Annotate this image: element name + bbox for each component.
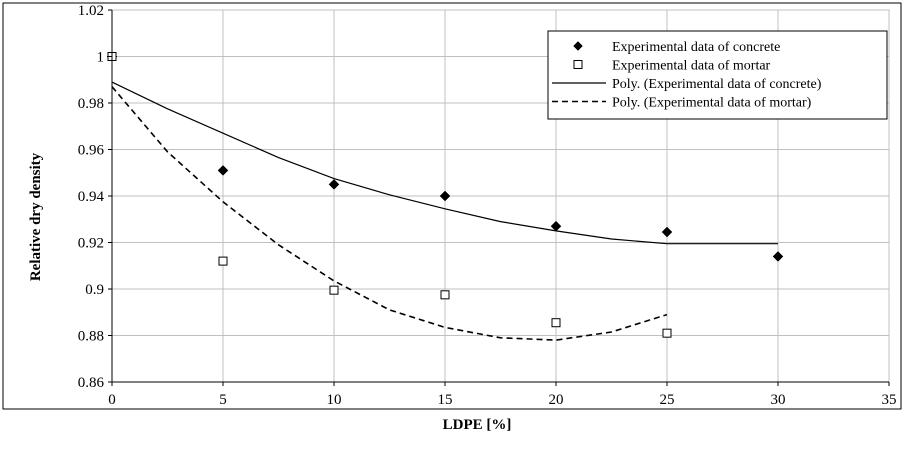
legend-box bbox=[547, 30, 888, 120]
x-tick-label: 15 bbox=[438, 392, 453, 408]
legend-label: Poly. (Experimental data of concrete) bbox=[612, 77, 822, 92]
concrete-point bbox=[772, 251, 784, 262]
x-tick-label: 20 bbox=[549, 392, 564, 408]
legend-label: Experimental data of concrete bbox=[612, 40, 780, 55]
concrete-point bbox=[550, 220, 562, 232]
x-tick-label: 25 bbox=[660, 392, 675, 408]
mortar-point bbox=[551, 318, 561, 328]
concrete-point bbox=[661, 226, 673, 238]
legend-item-mortar-trend: Poly. (Experimental data of mortar) bbox=[552, 96, 812, 111]
y-tick-label: 0.88 bbox=[78, 329, 104, 345]
legend-label: Experimental data of mortar bbox=[612, 59, 771, 74]
concrete-point bbox=[439, 190, 451, 202]
y-tick-label: 0.94 bbox=[78, 189, 105, 205]
y-tick-label: 1.02 bbox=[78, 3, 104, 19]
mortar-point bbox=[662, 328, 672, 338]
legend-item-concrete-trend: Poly. (Experimental data of concrete) bbox=[552, 77, 822, 92]
y-tick-label: 0.96 bbox=[78, 143, 105, 159]
x-axis-title: LDPE [%] bbox=[443, 417, 512, 433]
y-tick-label: 0.98 bbox=[78, 96, 104, 112]
y-tick-label: 1 bbox=[97, 50, 105, 66]
legend-label: Poly. (Experimental data of mortar) bbox=[612, 96, 812, 111]
concrete-point bbox=[217, 165, 229, 176]
mortar-point bbox=[440, 290, 450, 300]
legend-symbol bbox=[573, 41, 583, 51]
axes: 0 5 10 15 20 25 30 35 0.86 0.88 0.9 0.92 0.94 0.96 0.9… bbox=[78, 3, 897, 408]
x-tick-label: 10 bbox=[327, 392, 342, 408]
y-tick-label: 0.9 bbox=[85, 282, 104, 298]
legend-item-concrete: Experimental data of concrete bbox=[573, 40, 780, 55]
x-tick-label: 5 bbox=[219, 392, 227, 408]
concrete-point bbox=[328, 179, 340, 190]
y-axis-title: Relative dry density bbox=[28, 152, 44, 281]
x-tick-label: 30 bbox=[771, 392, 786, 408]
mortar-point bbox=[218, 256, 228, 266]
trendline-concrete bbox=[111, 81, 778, 245]
trendline-mortar bbox=[111, 86, 668, 341]
x-tick-label: 35 bbox=[882, 392, 897, 408]
legend-symbol bbox=[573, 60, 583, 69]
legend: Experimental data of concrete Experimenta… bbox=[547, 30, 888, 120]
mortar-point bbox=[329, 285, 339, 295]
y-tick-label: 0.92 bbox=[78, 236, 104, 252]
y-tick-label: 0.86 bbox=[78, 375, 105, 391]
plot-area bbox=[106, 51, 784, 341]
x-tick-label: 0 bbox=[108, 392, 116, 408]
legend-item-mortar: Experimental data of mortar bbox=[573, 59, 771, 74]
